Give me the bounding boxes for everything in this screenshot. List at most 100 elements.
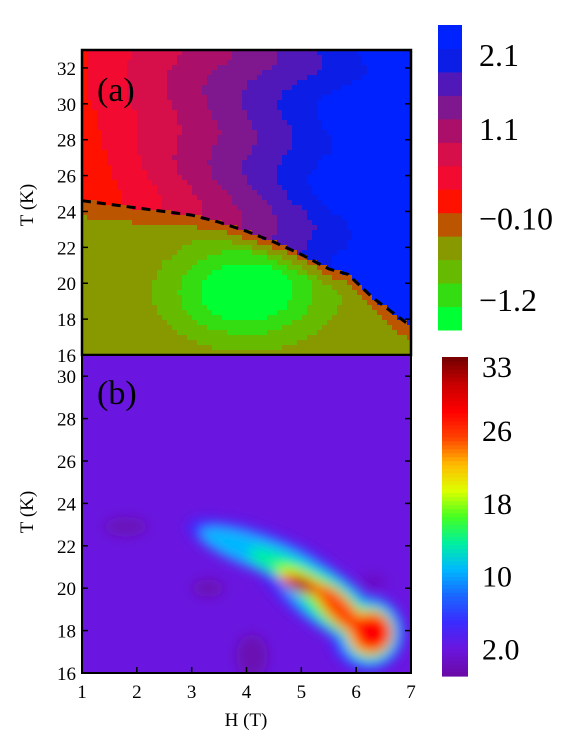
- panel-a: (a) 16 18 20 22 24 26 28 30 32 T (K): [17, 48, 413, 367]
- colorbar-b-swatch: [442, 644, 468, 649]
- colorbar-b-swatch: [442, 460, 468, 466]
- colorbar-b-swatch: [442, 596, 468, 601]
- colorbar-b-swatch: [442, 632, 468, 637]
- colorbar-a-tick-label: −0.10: [479, 200, 553, 236]
- panel-a-ytick-label: 28: [57, 131, 76, 152]
- colorbar-b-swatch: [442, 492, 468, 498]
- colorbar-a-tick-label: 2.1: [479, 37, 519, 73]
- panel-b-ytick-label: 16: [57, 664, 76, 685]
- colorbar-b-swatch: [442, 512, 468, 518]
- panel-b-blob: [290, 579, 307, 589]
- colorbar-a-swatch: [438, 212, 462, 237]
- colorbar-a-swatch: [438, 165, 462, 190]
- panel-b-blob: [358, 573, 387, 590]
- panel-b-colorbar-ticks: 33 26 18 10 2.0: [482, 351, 520, 667]
- colorbar-a-swatch: [438, 259, 462, 284]
- colorbar-b-swatch: [442, 380, 468, 386]
- colorbar-b-swatch: [442, 484, 468, 490]
- colorbar-b-swatch: [442, 500, 468, 506]
- colorbar-b-swatch: [442, 452, 468, 458]
- panel-b-ytick-label: 26: [57, 452, 76, 473]
- colorbar-b-swatch: [442, 412, 468, 418]
- colorbar-a-swatch: [438, 48, 462, 73]
- colorbar-b-swatch: [442, 604, 468, 609]
- panel-a-colorbar: 2.1 1.1 −0.10 −1.2: [438, 25, 553, 331]
- colorbar-b-swatch: [442, 408, 468, 414]
- panel-b-ytick-label: 18: [57, 622, 76, 643]
- panel-b-ytick-label: 28: [57, 410, 76, 431]
- colorbar-b-tick-label: 10: [482, 561, 512, 594]
- panel-a-ylabel: T (K): [17, 184, 38, 226]
- colorbar-b-swatch: [442, 648, 468, 653]
- colorbar-b-swatch: [442, 504, 468, 510]
- colorbar-b-tick-label: 18: [482, 488, 512, 521]
- colorbar-b-swatch: [442, 480, 468, 486]
- colorbar-b-swatch: [442, 524, 468, 530]
- colorbar-b-swatch: [442, 444, 468, 450]
- colorbar-a-swatch: [438, 236, 462, 261]
- panel-b-x-ticks: 1 2 3 4 5 6 7: [77, 667, 416, 703]
- colorbar-b-swatch: [442, 652, 468, 657]
- colorbar-a-swatch: [438, 283, 462, 308]
- colorbar-b-swatch: [442, 520, 468, 526]
- colorbar-b-swatch: [442, 508, 468, 514]
- colorbar-b-swatch: [442, 564, 468, 569]
- colorbar-b-swatch: [442, 568, 468, 573]
- colorbar-b-swatch: [442, 640, 468, 645]
- colorbar-b-swatch: [442, 516, 468, 522]
- colorbar-a-swatch: [438, 118, 462, 143]
- colorbar-b-swatch: [442, 636, 468, 641]
- colorbar-b-swatch: [442, 384, 468, 390]
- panel-b-label: (b): [97, 375, 137, 412]
- colorbar-b-swatch: [442, 488, 468, 494]
- colorbar-a-swatch: [438, 189, 462, 214]
- panel-b-xtick-label: 3: [187, 682, 197, 703]
- colorbar-a-swatch: [438, 95, 462, 120]
- colorbar-a-tick-label: −1.2: [479, 282, 537, 318]
- panel-b-blobs: [103, 516, 406, 673]
- panel-b-blob: [103, 516, 148, 537]
- panel-b-heat-field: [103, 516, 406, 673]
- colorbar-b-swatch: [442, 576, 468, 581]
- colorbar-b-swatch: [442, 376, 468, 382]
- colorbar-b-swatch: [442, 620, 468, 625]
- colorbar-b-swatch: [442, 532, 468, 538]
- colorbar-b-swatch: [442, 664, 468, 669]
- colorbar-b-swatch: [442, 572, 468, 577]
- panel-a-ytick-label: 16: [57, 346, 76, 367]
- panel-b-blob: [235, 634, 268, 673]
- panel-b-ylabel: T (K): [17, 491, 38, 533]
- panel-b-blob: [192, 579, 225, 598]
- panel-b-xtick-label: 7: [406, 682, 416, 703]
- colorbar-b-swatch: [442, 468, 468, 474]
- colorbar-b-swatch: [442, 588, 468, 593]
- panel-a-contour-field: [82, 50, 411, 355]
- colorbar-b-swatch: [442, 388, 468, 394]
- colorbar-b-swatch: [442, 396, 468, 402]
- panel-b-xtick-label: 6: [351, 682, 361, 703]
- colorbar-a-swatch: [438, 142, 462, 167]
- colorbar-b-swatch: [442, 368, 468, 374]
- colorbar-b-swatch: [442, 600, 468, 605]
- colorbar-a-swatch: [438, 71, 462, 96]
- colorbar-b-swatch: [442, 540, 468, 546]
- panel-b-colorbar: 33 26 18 10 2.0: [442, 351, 520, 677]
- colorbar-b-swatch: [442, 672, 468, 677]
- panel-b-ytick-label: 20: [57, 579, 76, 600]
- panel-a-colorbar-ticks: 2.1 1.1 −0.10 −1.2: [479, 37, 553, 318]
- colorbar-b-swatch: [442, 476, 468, 482]
- panel-b-xtick-label: 1: [77, 682, 87, 703]
- colorbar-b-tick-label: 26: [482, 415, 512, 448]
- colorbar-b-swatch: [442, 372, 468, 378]
- colorbar-b-swatch: [442, 548, 468, 553]
- colorbar-b-swatch: [442, 556, 468, 561]
- colorbar-b-swatch: [442, 436, 468, 442]
- colorbar-b-swatch: [442, 628, 468, 633]
- colorbar-b-swatch: [442, 496, 468, 502]
- panel-a-ytick-label: 20: [57, 274, 76, 295]
- colorbar-b-swatch: [442, 364, 468, 370]
- panel-a-ytick-label: 26: [57, 167, 76, 188]
- colorbar-b-swatch: [442, 392, 468, 398]
- panel-b-xtick-label: 2: [132, 682, 142, 703]
